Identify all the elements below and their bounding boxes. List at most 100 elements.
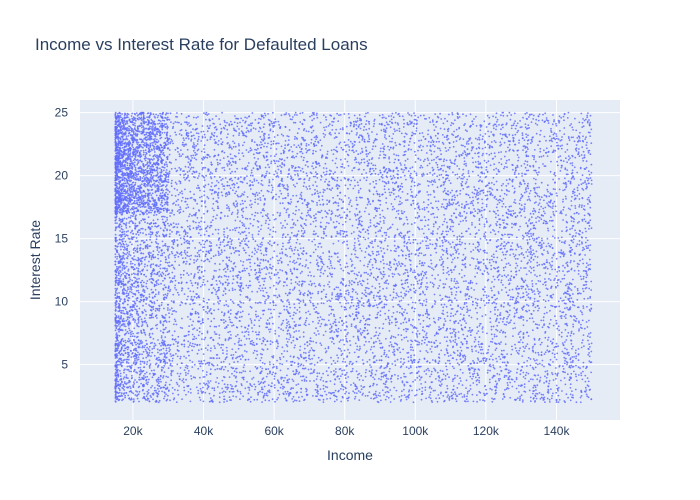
scatter-point — [153, 345, 156, 348]
scatter-point — [480, 261, 482, 263]
scatter-point — [420, 383, 422, 385]
scatter-point — [566, 335, 569, 338]
scatter-point — [231, 391, 234, 393]
scatter-point — [191, 157, 194, 159]
scatter-point — [195, 153, 198, 156]
scatter-point — [570, 267, 573, 270]
scatter-point — [262, 254, 265, 257]
scatter-point — [534, 255, 537, 258]
scatter-point — [166, 165, 169, 168]
scatter-point — [261, 287, 264, 290]
scatter-point — [337, 204, 340, 207]
scatter-point — [449, 159, 452, 162]
scatter-point — [553, 119, 555, 121]
scatter-point — [391, 223, 394, 226]
scatter-point — [457, 322, 460, 325]
scatter-point — [322, 171, 325, 174]
scatter-point — [206, 239, 209, 242]
scatter-point — [153, 301, 156, 303]
scatter-point — [250, 171, 253, 174]
scatter-point — [335, 128, 338, 131]
scatter-point — [294, 399, 296, 402]
scatter-point — [436, 239, 439, 242]
scatter-point — [243, 249, 246, 252]
scatter-point — [383, 394, 385, 396]
scatter-point — [211, 233, 214, 236]
scatter-point — [245, 284, 248, 287]
scatter-point — [275, 288, 278, 290]
scatter-point — [313, 282, 316, 285]
scatter-point — [450, 279, 453, 282]
scatter-point — [278, 276, 280, 279]
scatter-point — [293, 346, 296, 349]
scatter-point — [387, 356, 390, 359]
scatter-point — [517, 363, 520, 365]
scatter-point — [130, 177, 133, 179]
scatter-point — [472, 243, 475, 246]
scatter-point — [555, 367, 557, 369]
scatter-point — [216, 214, 218, 217]
scatter-point — [268, 361, 271, 363]
scatter-point — [146, 355, 149, 357]
scatter-point — [357, 390, 360, 392]
scatter-point — [167, 143, 169, 146]
scatter-point — [498, 161, 500, 164]
scatter-point — [449, 339, 451, 342]
scatter-point — [201, 239, 204, 242]
scatter-point — [254, 301, 257, 304]
scatter-point — [299, 375, 302, 378]
scatter-point — [354, 249, 357, 252]
scatter-point — [184, 249, 186, 252]
scatter-point — [308, 351, 310, 354]
scatter-point — [498, 321, 500, 324]
scatter-point — [155, 293, 157, 296]
scatter-point — [460, 269, 463, 271]
scatter-point — [301, 379, 303, 382]
scatter-point — [308, 343, 311, 345]
scatter-point — [114, 308, 117, 311]
scatter-point — [570, 343, 573, 345]
scatter-point — [541, 263, 544, 266]
scatter-point — [266, 213, 269, 215]
scatter-point — [347, 144, 349, 146]
scatter-point — [392, 351, 394, 354]
scatter-point — [230, 260, 233, 263]
scatter-point — [230, 354, 233, 357]
scatter-point — [287, 216, 290, 218]
scatter-point — [508, 313, 511, 316]
scatter-point — [460, 349, 463, 352]
scatter-point — [446, 120, 449, 123]
scatter-point — [507, 384, 509, 387]
scatter-point — [328, 255, 331, 258]
scatter-point — [184, 257, 187, 259]
scatter-point — [398, 396, 401, 398]
scatter-point — [202, 400, 205, 403]
scatter-point — [169, 309, 171, 311]
scatter-point — [507, 274, 509, 276]
scatter-point — [202, 376, 205, 378]
scatter-point — [360, 388, 363, 391]
scatter-point — [210, 161, 213, 164]
scatter-point — [476, 357, 479, 360]
scatter-point — [357, 184, 360, 187]
scatter-point — [383, 128, 385, 131]
scatter-point — [319, 149, 322, 151]
scatter-point — [562, 264, 564, 267]
scatter-point — [535, 178, 537, 181]
scatter-point — [387, 268, 390, 270]
scatter-point — [331, 275, 333, 278]
scatter-point — [142, 304, 144, 307]
scatter-point — [393, 198, 396, 201]
scatter-point — [464, 357, 467, 360]
scatter-point — [266, 145, 268, 148]
scatter-point — [340, 354, 343, 357]
scatter-point — [245, 337, 248, 340]
scatter-point — [149, 167, 151, 170]
scatter-point — [561, 241, 563, 244]
scatter-point — [202, 250, 205, 253]
scatter-point — [324, 390, 326, 393]
scatter-point — [250, 396, 252, 399]
scatter-point — [355, 199, 358, 202]
scatter-point — [485, 161, 488, 164]
scatter-point — [169, 288, 172, 291]
